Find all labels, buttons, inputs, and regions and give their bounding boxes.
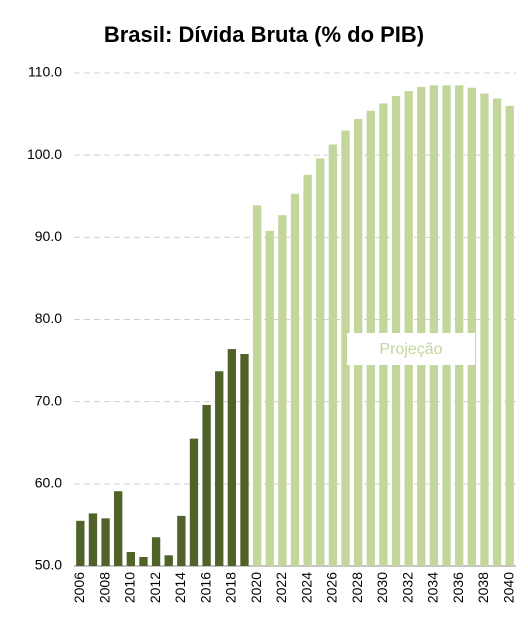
bar bbox=[265, 230, 274, 566]
bar bbox=[290, 193, 300, 566]
x-tick-label: 2032 bbox=[399, 572, 415, 603]
x-tick-label: 2030 bbox=[374, 572, 390, 603]
bar bbox=[215, 371, 224, 566]
x-tick-label: 2006 bbox=[71, 572, 87, 603]
bar bbox=[139, 556, 148, 566]
x-tick-label: 2020 bbox=[248, 572, 264, 603]
bar bbox=[88, 513, 98, 566]
x-tick-label: 2018 bbox=[223, 572, 239, 603]
y-tick-label: 90.0 bbox=[35, 228, 62, 244]
x-tick-label: 2022 bbox=[273, 572, 289, 603]
bar bbox=[189, 438, 199, 566]
x-tick-label: 2012 bbox=[147, 572, 163, 603]
x-tick-label: 2016 bbox=[197, 572, 213, 603]
bar bbox=[505, 105, 514, 566]
bar bbox=[252, 205, 262, 566]
annotation-box bbox=[347, 333, 475, 365]
bar bbox=[467, 87, 476, 566]
x-tick-label: 2014 bbox=[172, 572, 188, 603]
bar bbox=[164, 555, 173, 566]
bar bbox=[227, 349, 237, 566]
bar bbox=[76, 520, 85, 566]
bar bbox=[442, 85, 451, 566]
y-tick-label: 100.0 bbox=[27, 146, 62, 162]
x-tick-label: 2034 bbox=[425, 572, 441, 603]
bar bbox=[126, 552, 135, 566]
chart-title: Brasil: Dívida Bruta (% do PIB) bbox=[104, 22, 424, 47]
bar bbox=[278, 215, 287, 567]
bar bbox=[429, 85, 439, 566]
bar bbox=[417, 86, 426, 567]
bar bbox=[177, 515, 186, 566]
bar bbox=[455, 85, 464, 566]
bar bbox=[303, 174, 312, 567]
bar bbox=[391, 96, 401, 567]
x-tick-label: 2040 bbox=[500, 572, 516, 603]
x-tick-label: 2010 bbox=[122, 572, 138, 603]
y-tick-label: 110.0 bbox=[28, 64, 62, 80]
x-tick-label: 2036 bbox=[450, 572, 466, 603]
bar bbox=[240, 354, 249, 566]
y-tick-label: 60.0 bbox=[35, 475, 62, 491]
bar bbox=[316, 158, 325, 566]
y-tick-label: 50.0 bbox=[35, 557, 62, 573]
x-tick-label: 2008 bbox=[96, 572, 112, 603]
bar bbox=[114, 491, 123, 566]
x-tick-label: 2038 bbox=[475, 572, 491, 603]
bar bbox=[151, 537, 161, 566]
y-tick-label: 80.0 bbox=[35, 310, 62, 326]
x-tick-label: 2024 bbox=[298, 572, 314, 603]
x-tick-label: 2028 bbox=[349, 572, 365, 603]
y-tick-label: 70.0 bbox=[35, 392, 62, 408]
bar bbox=[202, 404, 211, 566]
annotation: Projeção bbox=[379, 341, 442, 358]
bar bbox=[480, 93, 489, 567]
bar bbox=[101, 518, 110, 566]
bar bbox=[404, 91, 413, 567]
bar bbox=[328, 144, 338, 567]
bar bbox=[341, 130, 350, 566]
x-tick-label: 2026 bbox=[324, 572, 340, 603]
bar bbox=[492, 98, 502, 566]
